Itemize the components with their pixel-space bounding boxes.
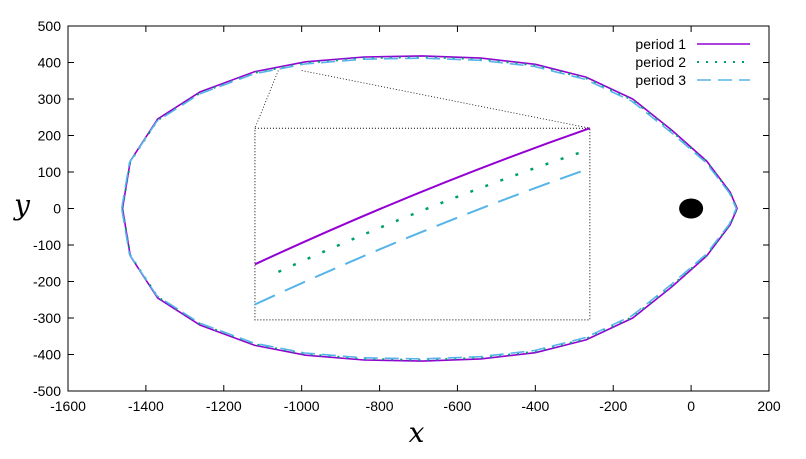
y-tick-label: 0 <box>53 201 61 217</box>
y-tick-label: -500 <box>33 383 61 399</box>
y-tick-label: 200 <box>38 128 62 144</box>
marker-layer <box>679 198 704 219</box>
y-tick-label: -100 <box>33 237 61 253</box>
x-tick-label: -600 <box>443 398 471 414</box>
y-tick-label: 100 <box>38 164 62 180</box>
inset-layer <box>254 70 591 321</box>
x-tick-label: -1200 <box>206 398 242 414</box>
y-axis-label: y <box>12 189 31 222</box>
x-tick-label: 200 <box>757 398 781 414</box>
x-tick-label: 0 <box>687 398 695 414</box>
legend-label: period 1 <box>635 36 686 52</box>
inset-connector-right <box>301 70 590 129</box>
tick-layer: -1600 -1400 -1200 -1000 -800 -600 -400 -200 0 200… <box>33 18 781 414</box>
central-body-marker <box>679 198 704 219</box>
x-tick-label: -1600 <box>50 398 86 414</box>
inset-box <box>254 127 591 321</box>
legend-label: period 2 <box>635 54 686 70</box>
legend: period 1 period 2 period 3 <box>635 36 750 88</box>
x-tick-label: -1000 <box>284 398 320 414</box>
inset-series-period-1 <box>254 127 591 266</box>
y-tick-label: 400 <box>38 55 62 71</box>
inset-connector-left <box>254 70 279 129</box>
y-tick-label: 300 <box>38 91 62 107</box>
y-tick-label: -200 <box>33 274 61 290</box>
y-tick-label: 500 <box>38 18 62 34</box>
legend-label: period 3 <box>635 72 686 88</box>
x-tick-label: -1400 <box>128 398 164 414</box>
x-tick-label: -400 <box>521 398 549 414</box>
x-tick-label: -200 <box>599 398 627 414</box>
series-layer <box>120 55 739 362</box>
y-tick-label: -300 <box>33 310 61 326</box>
x-tick-label: -800 <box>366 398 394 414</box>
y-tick-label: -400 <box>33 347 61 363</box>
inset-series-period-3 <box>254 167 591 306</box>
series-line-period-3 <box>120 57 738 360</box>
x-axis-label: x <box>409 416 425 449</box>
